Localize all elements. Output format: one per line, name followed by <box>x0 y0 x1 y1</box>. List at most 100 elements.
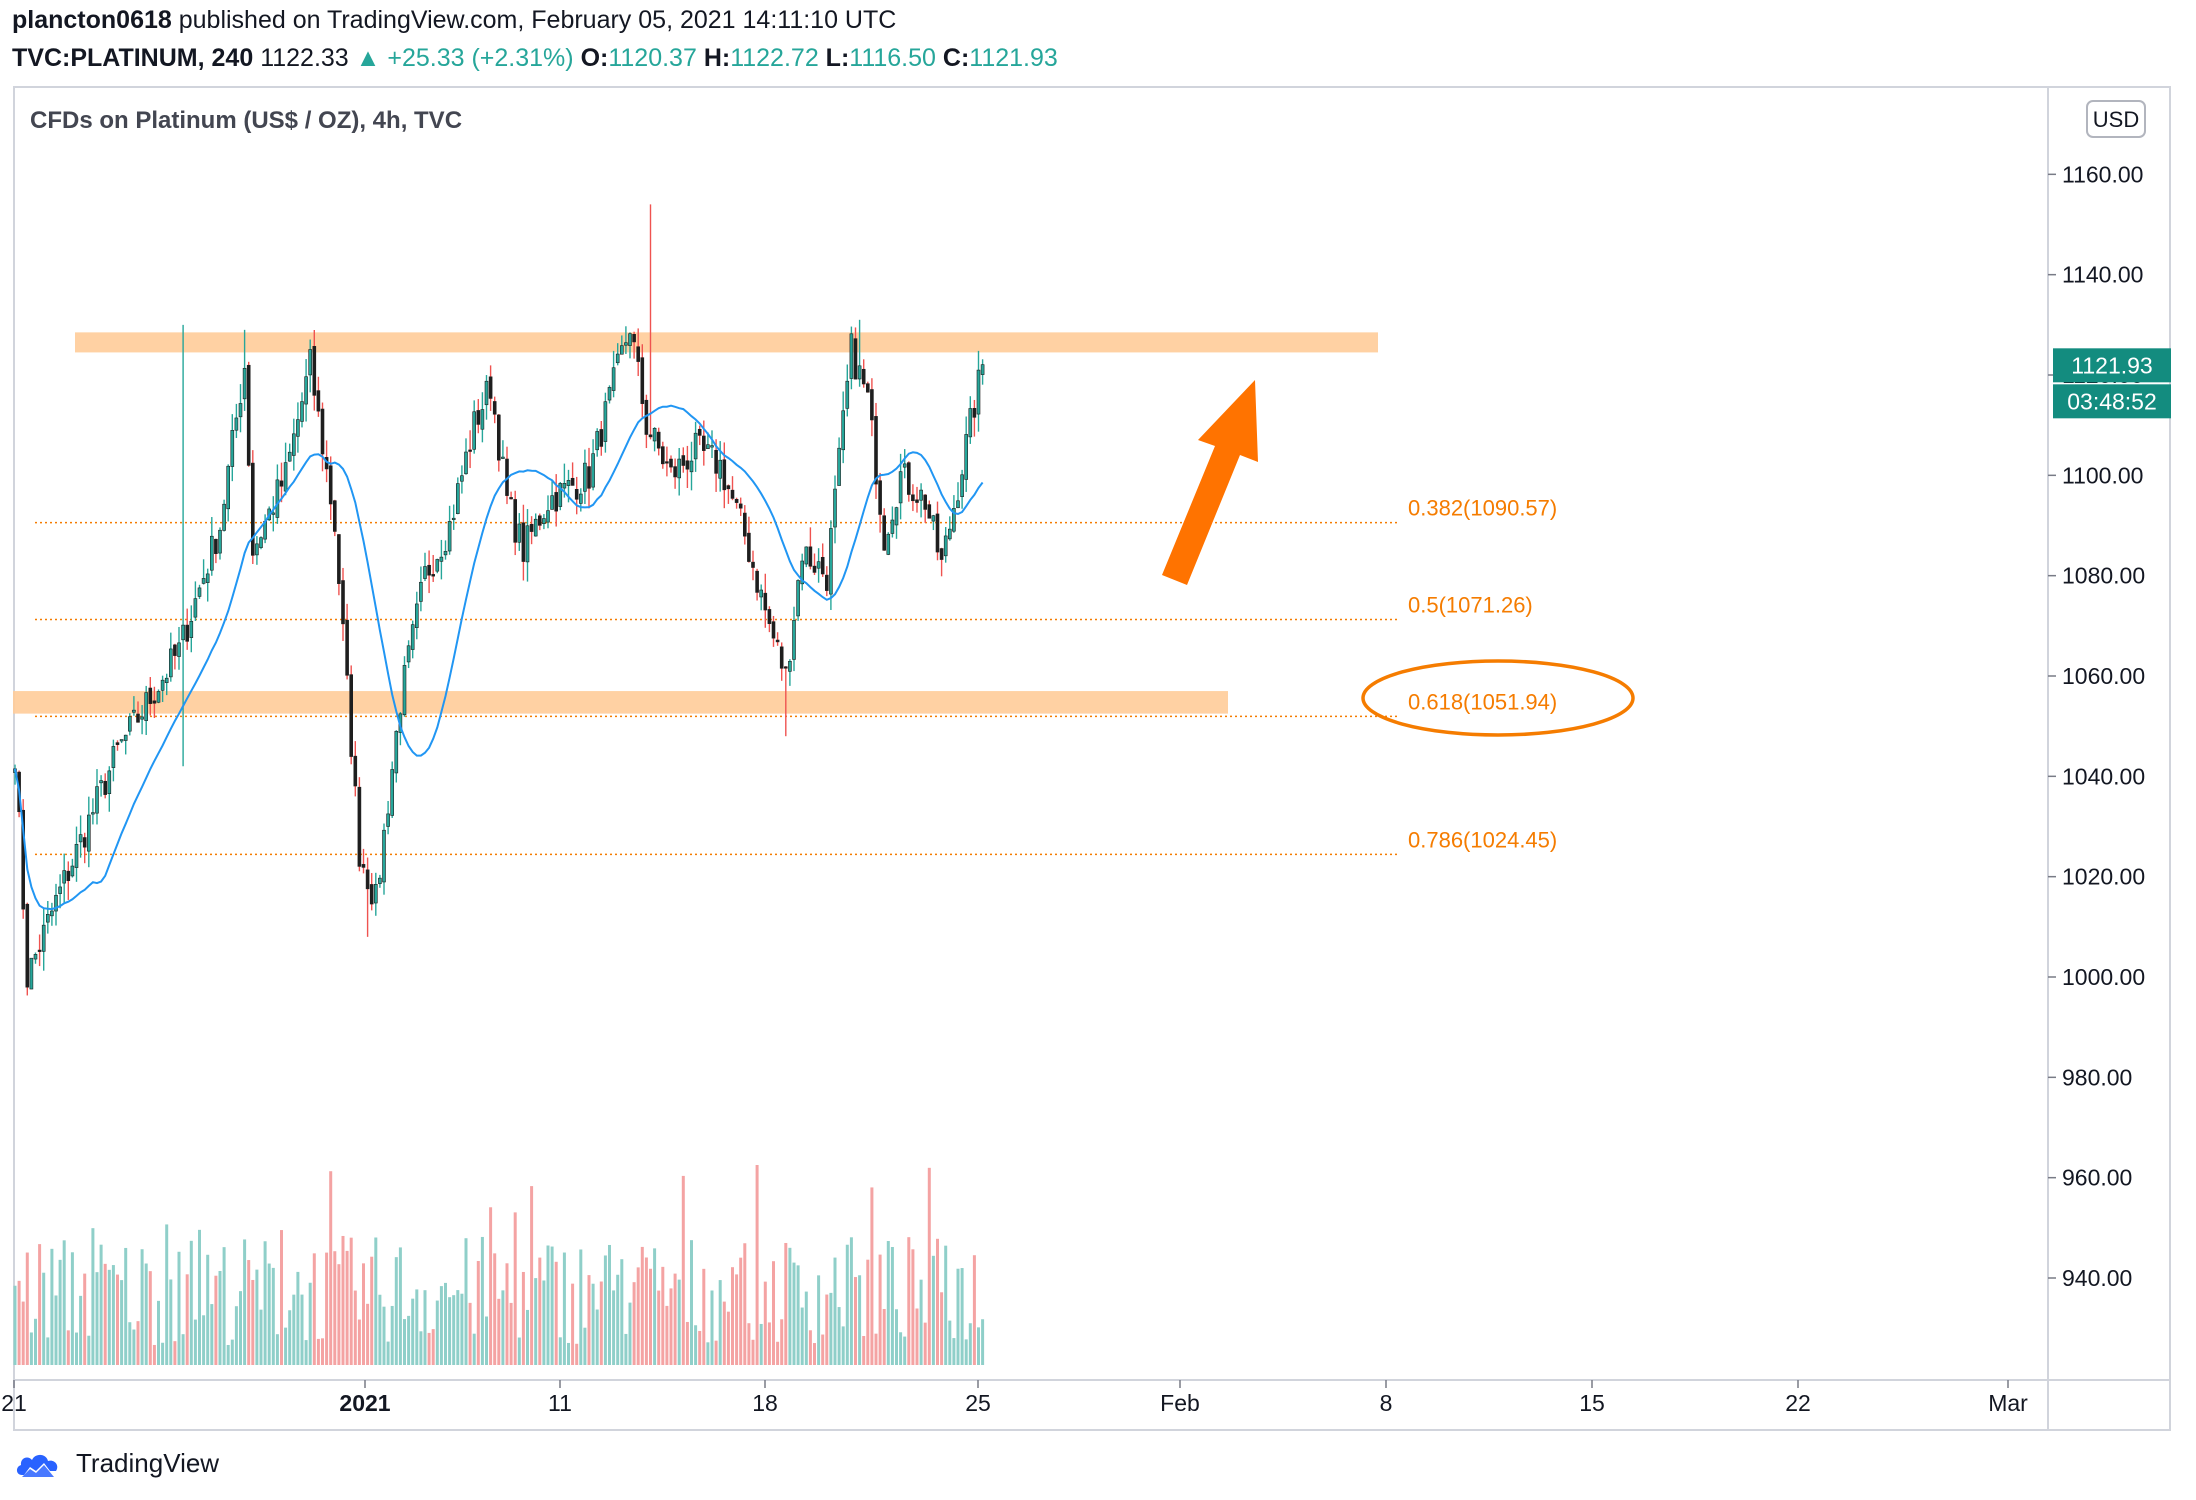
candle-body[interactable] <box>492 401 497 415</box>
candle-body[interactable] <box>353 755 358 787</box>
candle-body[interactable] <box>205 573 210 583</box>
candle-body[interactable] <box>169 648 173 678</box>
candle-body[interactable] <box>656 431 661 449</box>
currency-badge[interactable]: USD <box>2086 100 2146 138</box>
candle-body[interactable] <box>386 813 390 827</box>
candle-body[interactable] <box>964 434 969 480</box>
candle-body[interactable] <box>431 574 436 577</box>
candle-body[interactable] <box>894 507 899 526</box>
candle-body[interactable] <box>410 624 415 650</box>
candle-body[interactable] <box>587 466 591 489</box>
candle-body[interactable] <box>976 369 981 415</box>
candle-body[interactable] <box>574 488 579 500</box>
candle-body[interactable] <box>41 924 46 952</box>
candle-body[interactable] <box>583 462 587 492</box>
candle-body[interactable] <box>451 517 456 521</box>
candle-body[interactable] <box>837 447 841 486</box>
candle-body[interactable] <box>845 380 850 409</box>
candle-body[interactable] <box>152 700 157 704</box>
candle-body[interactable] <box>578 493 583 504</box>
candle-body[interactable] <box>952 508 956 532</box>
candle-body[interactable] <box>37 949 42 952</box>
candle-body[interactable] <box>570 477 575 486</box>
candle-body[interactable] <box>460 475 464 482</box>
candle-body[interactable] <box>619 345 624 355</box>
candle-body[interactable] <box>611 367 616 391</box>
candle-body[interactable] <box>484 380 489 406</box>
candle-body[interactable] <box>296 419 300 437</box>
candle-body[interactable] <box>870 389 874 421</box>
candle-body[interactable] <box>222 503 226 531</box>
candle-body[interactable] <box>956 500 960 509</box>
candle-body[interactable] <box>107 770 112 795</box>
candle-body[interactable] <box>144 692 148 721</box>
candle-body[interactable] <box>33 954 38 960</box>
candle-body[interactable] <box>796 580 800 617</box>
candle-body[interactable] <box>673 466 677 478</box>
candle-body[interactable] <box>357 786 362 867</box>
candle-body[interactable] <box>669 458 673 468</box>
candle-body[interactable] <box>443 551 448 556</box>
candle-body[interactable] <box>911 494 915 502</box>
candle-body[interactable] <box>603 401 608 442</box>
candle-body[interactable] <box>365 869 370 890</box>
candle-body[interactable] <box>751 561 755 568</box>
candle-body[interactable] <box>328 465 333 505</box>
candle-body[interactable] <box>554 492 559 512</box>
candle-body[interactable] <box>546 510 550 523</box>
candle-body[interactable] <box>345 619 349 676</box>
candle-body[interactable] <box>148 687 153 704</box>
candle-body[interactable] <box>185 624 189 642</box>
candle-body[interactable] <box>734 498 739 503</box>
candle-body[interactable] <box>480 409 485 430</box>
candle-body[interactable] <box>808 546 813 567</box>
candle-body[interactable] <box>435 559 440 572</box>
candle-body[interactable] <box>972 408 977 418</box>
candle-body[interactable] <box>615 353 620 364</box>
candle-body[interactable] <box>816 561 821 569</box>
candle-body[interactable] <box>128 716 132 732</box>
candle-body[interactable] <box>246 364 251 466</box>
candle-body[interactable] <box>906 462 911 495</box>
candle-body[interactable] <box>693 432 698 460</box>
candle-body[interactable] <box>349 674 354 757</box>
candle-body[interactable] <box>853 338 858 380</box>
candle-body[interactable] <box>160 679 165 691</box>
candle-body[interactable] <box>841 410 846 451</box>
candle-body[interactable] <box>755 570 759 593</box>
candle-body[interactable] <box>320 408 325 455</box>
candle-body[interactable] <box>849 333 854 379</box>
candle-body[interactable] <box>898 471 903 504</box>
candle-body[interactable] <box>394 730 399 774</box>
candle-body[interactable] <box>980 364 985 375</box>
candle-body[interactable] <box>517 523 522 543</box>
candle-body[interactable] <box>599 429 604 447</box>
candle-body[interactable] <box>279 480 284 487</box>
candle-body[interactable] <box>771 621 776 639</box>
candle-body[interactable] <box>681 455 686 466</box>
candle-body[interactable] <box>640 357 645 404</box>
candle-body[interactable] <box>509 497 513 500</box>
candle-body[interactable] <box>632 334 636 343</box>
candle-body[interactable] <box>804 546 809 565</box>
candle-body[interactable] <box>382 829 386 883</box>
candle-body[interactable] <box>193 598 198 618</box>
candle-body[interactable] <box>722 459 727 491</box>
candle-body[interactable] <box>878 480 882 515</box>
candle-body[interactable] <box>706 444 710 449</box>
candle-body[interactable] <box>915 499 919 503</box>
candle-body[interactable] <box>251 462 255 556</box>
candle-body[interactable] <box>927 504 932 519</box>
candle-body[interactable] <box>271 512 276 515</box>
candle-body[interactable] <box>607 387 612 401</box>
candle-body[interactable] <box>472 411 477 450</box>
candle-body[interactable] <box>701 435 706 451</box>
candle-body[interactable] <box>218 529 222 554</box>
candle-body[interactable] <box>115 742 120 745</box>
candle-body[interactable] <box>824 574 829 591</box>
candle-body[interactable] <box>332 500 337 532</box>
candle-body[interactable] <box>414 603 419 628</box>
candle-body[interactable] <box>792 620 796 660</box>
candle-body[interactable] <box>300 401 304 422</box>
candle-body[interactable] <box>226 465 230 510</box>
